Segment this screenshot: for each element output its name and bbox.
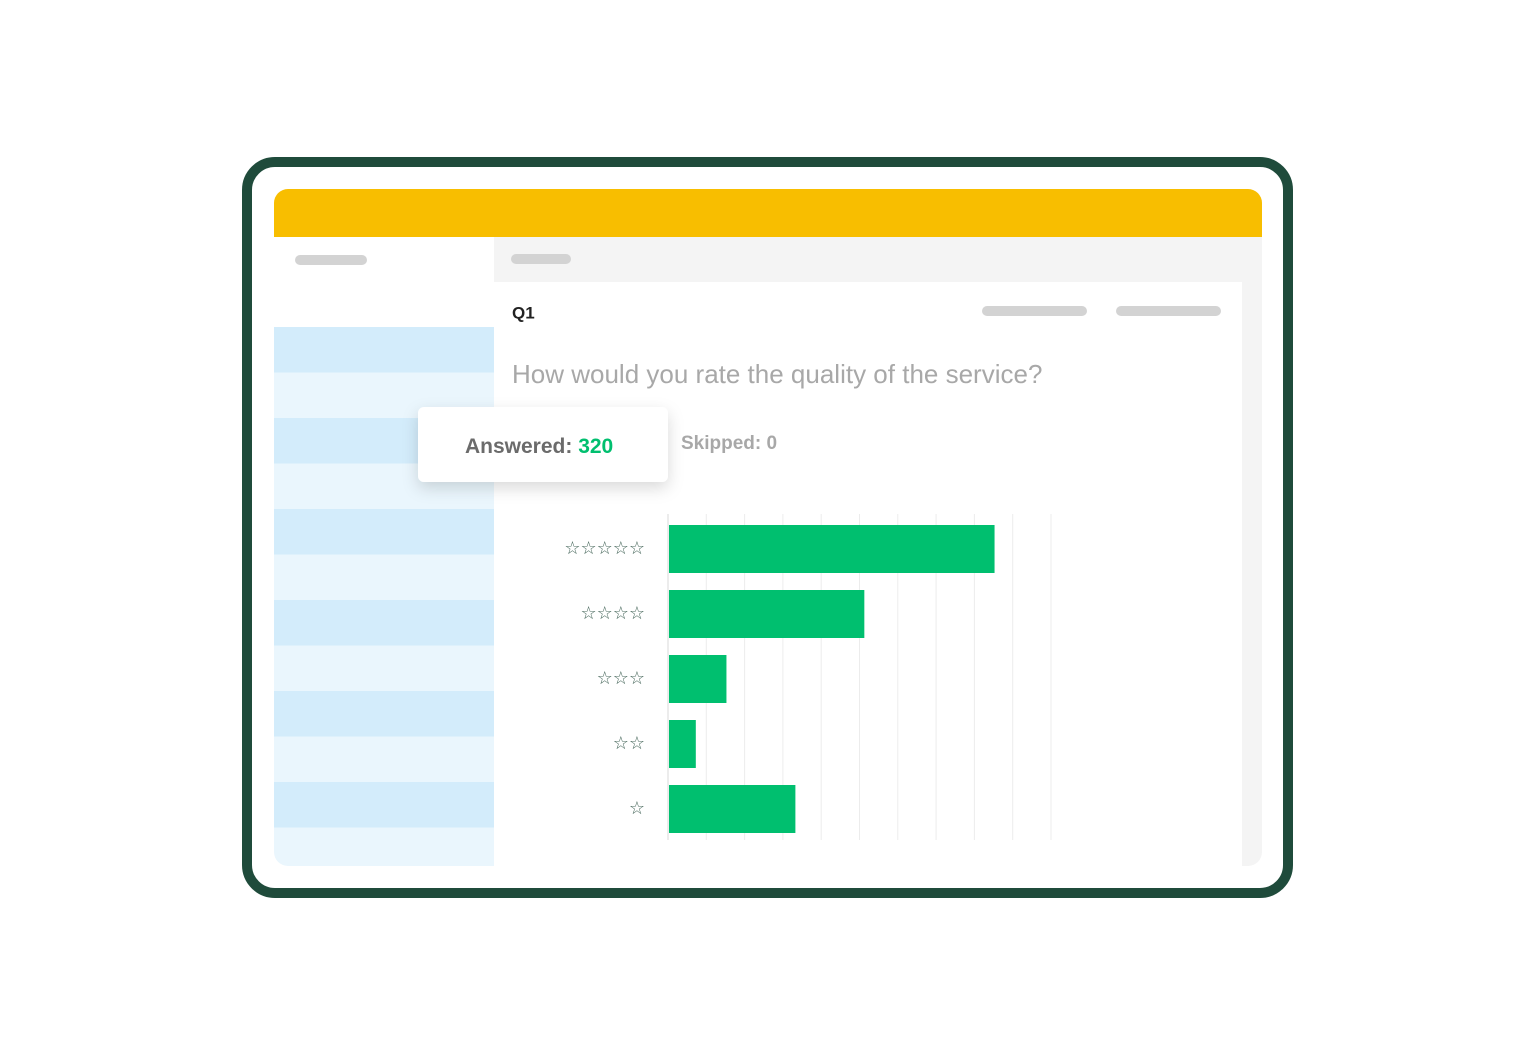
y-tick-label: ☆☆☆☆ (580, 603, 645, 624)
skipped: Skipped: 0 (681, 433, 777, 454)
top-bar (274, 189, 1262, 237)
sidebar-row (274, 782, 494, 828)
sidebar-row (274, 327, 494, 373)
bar (669, 655, 727, 703)
y-tick-label: ☆☆☆ (597, 668, 645, 689)
sidebar-row (274, 554, 494, 600)
answered-value: 320 (578, 435, 613, 458)
y-tick-label: ☆ (629, 798, 645, 819)
y-tick-label: ☆☆ (613, 733, 645, 754)
sidebar-row (274, 645, 494, 691)
bar (669, 590, 865, 638)
answered: Answered: 320 (465, 435, 613, 458)
y-tick-label: ☆☆☆☆☆ (564, 538, 645, 559)
placeholder (295, 255, 367, 265)
placeholder (1116, 306, 1221, 316)
bar (669, 785, 796, 833)
sidebar-row (274, 691, 494, 737)
tooltip (418, 407, 668, 482)
question-text: How would you rate the quality of the se… (512, 359, 1042, 389)
placeholder (511, 254, 571, 264)
skipped-label: Skipped: (681, 433, 761, 454)
bar (669, 525, 995, 573)
answered-label: Answered: (465, 435, 572, 458)
placeholder (982, 306, 1087, 316)
sidebar-rows (274, 327, 494, 866)
sidebar-row (274, 600, 494, 646)
skipped-value: 0 (767, 433, 778, 454)
question-number: Q1 (512, 303, 535, 322)
sidebar-row (274, 509, 494, 555)
sidebar-row (274, 736, 494, 782)
question-card (494, 282, 1242, 866)
bar (669, 720, 696, 768)
chart: ☆☆☆☆☆☆☆☆☆☆☆☆☆☆☆ (564, 514, 1052, 840)
sidebar-row (274, 827, 494, 866)
